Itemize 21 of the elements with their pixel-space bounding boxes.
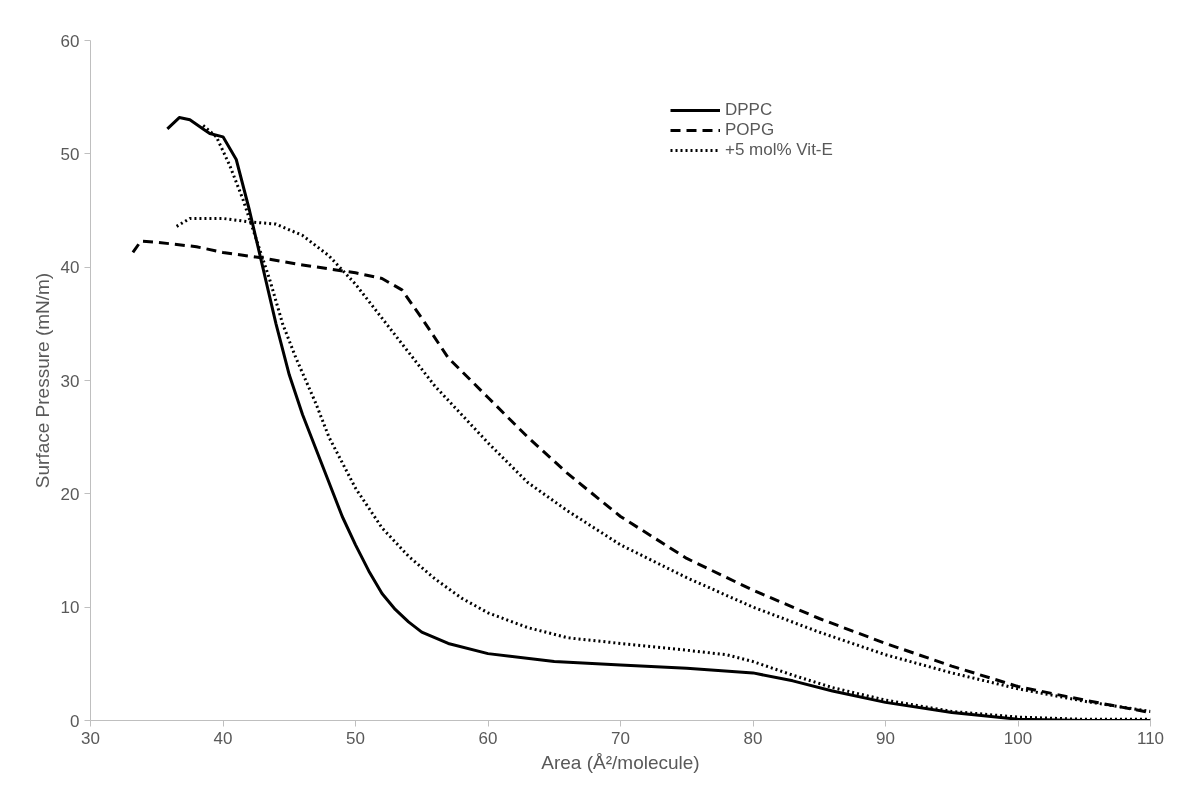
x-tick-label: 100: [1003, 728, 1033, 748]
x-tick-label: 60: [478, 728, 498, 748]
y-tick-label: 30: [60, 371, 80, 391]
y-tick-label: 60: [60, 31, 80, 51]
y-axis-title: Surface Pressure (mN/m): [31, 272, 53, 489]
x-tick-label: 90: [876, 728, 895, 748]
y-tick-label: 20: [60, 484, 80, 504]
y-tick-label: 50: [60, 144, 80, 164]
y-tick-label: 40: [60, 258, 80, 278]
x-tick-label: 40: [213, 728, 233, 748]
x-axis-title: Area (Å²/molecule): [541, 751, 700, 773]
x-tick-label: 80: [743, 728, 763, 748]
x-tick-label: 70: [611, 728, 630, 748]
legend-label: POPG: [725, 120, 775, 140]
x-tick-label: 110: [1136, 728, 1165, 748]
y-tick-label: 0: [70, 711, 80, 731]
legend-label: +5 mol% Vit-E: [725, 140, 833, 160]
x-tick-label: 50: [346, 728, 365, 748]
legend-label: DPPC: [725, 100, 773, 120]
y-tick-label: 10: [60, 598, 80, 618]
x-tick-label: 30: [81, 728, 100, 748]
